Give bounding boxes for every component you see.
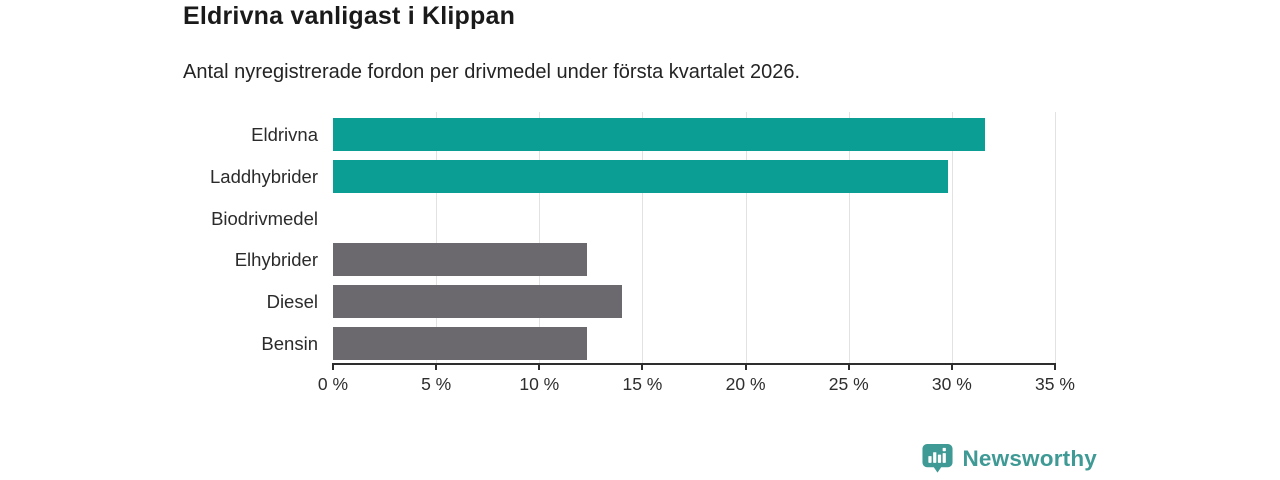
bar-row: Eldrivna	[251, 118, 1055, 151]
newsworthy-logo: Newsworthy	[921, 441, 1097, 477]
category-label: Biodrivmedel	[211, 207, 318, 229]
axis-tick	[641, 363, 644, 370]
category-label: Laddhybrider	[210, 165, 318, 187]
gridline	[436, 112, 438, 363]
axis-tick	[950, 363, 953, 370]
axis-tick-label: 10 %	[519, 374, 560, 394]
axis-tick-label: 15 %	[622, 374, 663, 394]
gridline	[642, 112, 644, 363]
axis-tick	[332, 363, 334, 370]
category-label: Bensin	[261, 333, 318, 355]
bar-row: Laddhybrider	[210, 159, 1055, 193]
axis-tick	[847, 363, 850, 370]
bar-row: Biodrivmedel	[211, 202, 1055, 235]
gridline	[951, 112, 953, 363]
bar-row: Diesel	[267, 285, 1055, 319]
newsworthy-wordmark: Newsworthy	[962, 446, 1097, 471]
category-label: Diesel	[266, 291, 318, 313]
bar-row: Bensin	[261, 327, 1055, 361]
bar	[333, 285, 622, 319]
bar	[333, 327, 587, 361]
bar	[333, 243, 587, 277]
axis-tick	[1054, 363, 1056, 370]
axis-tick	[744, 363, 747, 370]
category-label: Elhybrider	[234, 249, 318, 271]
axis-tick-label: 0 %	[317, 374, 349, 394]
bar	[333, 159, 948, 193]
axis-tick	[538, 363, 541, 370]
bar-row: Elhybrider	[235, 243, 1055, 277]
bar	[333, 118, 985, 151]
gridline	[1055, 112, 1056, 363]
axis-tick-label: 30 %	[931, 374, 972, 394]
gridline	[539, 112, 541, 363]
gridline	[848, 112, 850, 363]
category-label: Eldrivna	[251, 124, 318, 145]
axis-tick-label: 25 %	[828, 374, 869, 394]
chart-subtitle: Antal nyregistrerade fordon per drivmede…	[183, 61, 801, 83]
axis-tick	[435, 363, 438, 370]
gridline	[745, 112, 747, 363]
axis-tick-label: 35 %	[1035, 374, 1075, 394]
axis-tick-label: 5 %	[421, 374, 452, 394]
chart-title: Eldrivna vanligast i Klippan	[183, 2, 516, 30]
axis-tick-label: 20 %	[725, 374, 766, 394]
newsworthy-barchart-pin-icon	[922, 443, 954, 473]
plot-area: Eldrivna Laddhybrider Biodrivmedel Elhybrid…	[210, 112, 1075, 394]
